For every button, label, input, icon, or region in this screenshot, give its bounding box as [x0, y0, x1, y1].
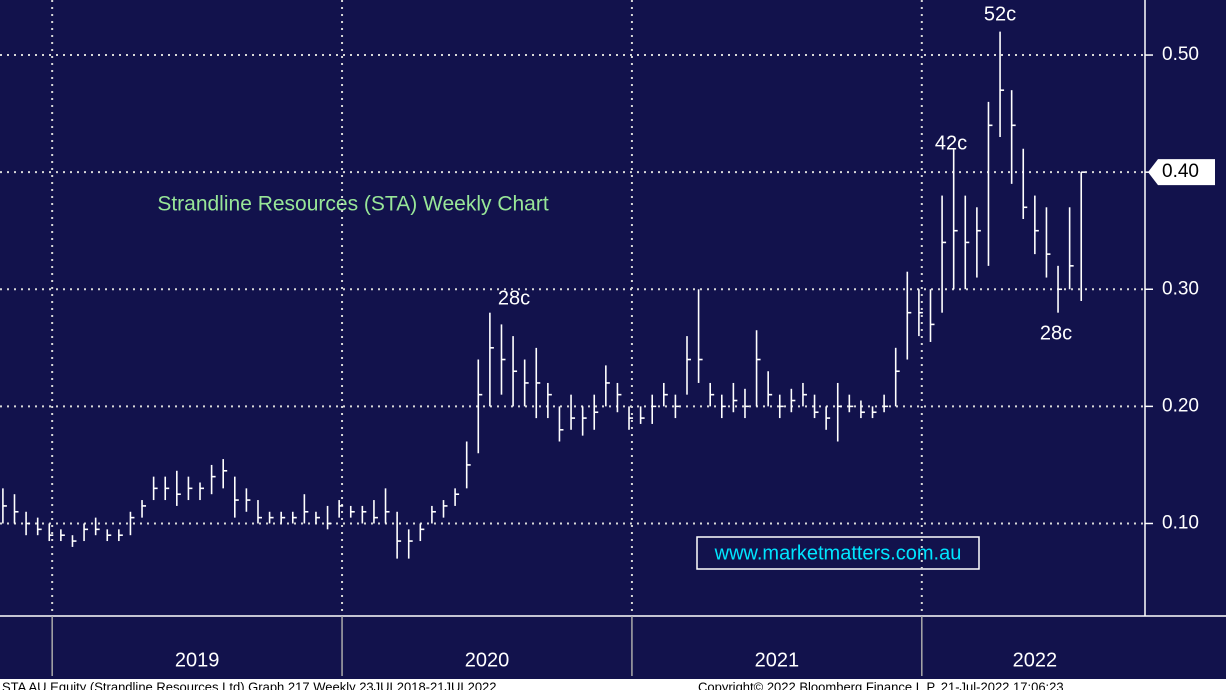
- y-tick-label: 0.20: [1162, 395, 1199, 416]
- annotation: 42c: [935, 132, 967, 154]
- x-tick-label: 2020: [465, 649, 510, 671]
- watermark: www.marketmatters.com.au: [714, 542, 962, 564]
- chart-title: Strandline Resources (STA) Weekly Chart: [157, 193, 549, 216]
- last-price-label: 0.40: [1162, 161, 1199, 182]
- x-tick-label: 2021: [755, 649, 800, 671]
- annotation: 28c: [1040, 322, 1072, 344]
- annotation: 52c: [984, 3, 1016, 25]
- y-tick-label: 0.10: [1162, 512, 1199, 533]
- y-tick-label: 0.50: [1162, 44, 1199, 65]
- annotation: 28c: [498, 287, 530, 309]
- footer: Copyright© 2022 Bloomberg Finance L.P. 2…: [698, 679, 1064, 690]
- x-tick-label: 2019: [175, 649, 220, 671]
- watermark-box: [696, 536, 980, 570]
- y-tick-label: 0.30: [1162, 278, 1199, 299]
- last-price-tag: [1148, 159, 1215, 186]
- x-tick-label: 2022: [1013, 649, 1058, 671]
- footer: STA AU Equity (Strandline Resources Ltd)…: [2, 679, 497, 690]
